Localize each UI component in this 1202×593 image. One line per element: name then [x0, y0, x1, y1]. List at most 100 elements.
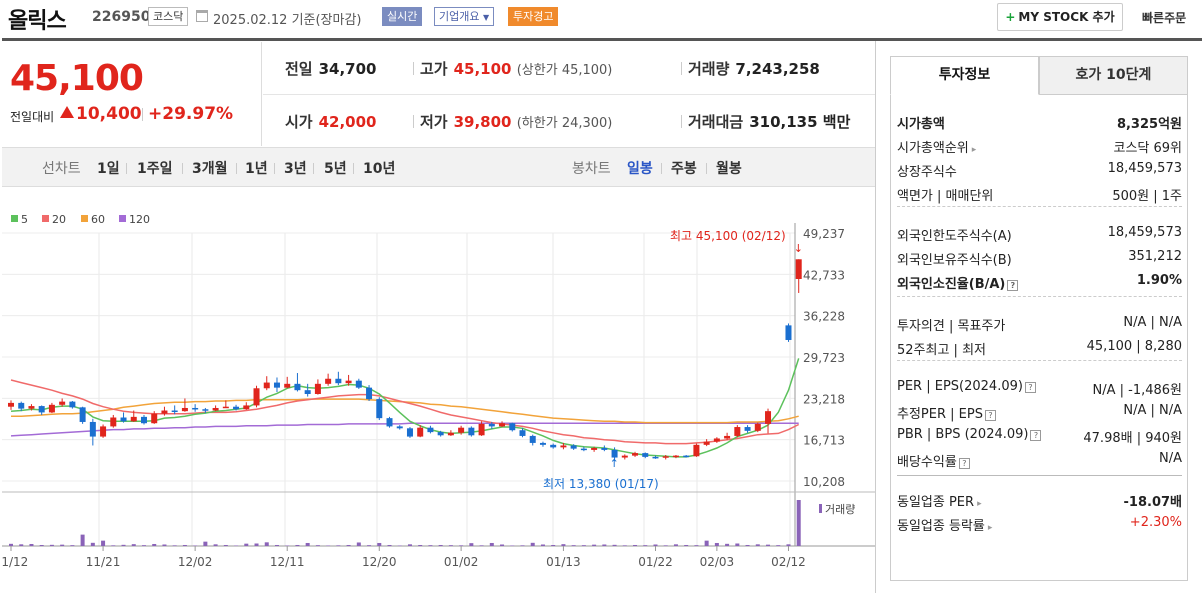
x-tick-label: 01/02	[444, 555, 479, 569]
legend-label: 5	[21, 213, 28, 226]
tab-monthly[interactable]: 월봉	[716, 161, 742, 177]
realtime-badge[interactable]: 실시간	[382, 7, 423, 26]
volume-bar	[755, 544, 760, 546]
tab-3m[interactable]: 3개월	[192, 161, 228, 177]
stat-value: 45,100	[453, 60, 512, 78]
volume-bar	[479, 545, 484, 546]
candle-body	[243, 405, 250, 410]
candle-body	[386, 418, 393, 427]
investment-warning-badge[interactable]: 투자경고	[508, 7, 559, 26]
upper-limit: (상한가 45,100)	[516, 63, 613, 78]
info-row: 추정PER | EPS? N/A | N/A	[897, 401, 1182, 423]
candle-body	[100, 426, 107, 437]
volume-bar	[520, 545, 525, 546]
volume-bar	[264, 542, 269, 546]
volume-bar	[776, 545, 781, 546]
volume-bar	[469, 543, 474, 546]
volume-bar	[172, 545, 177, 546]
volume-bar	[29, 543, 34, 546]
volume-bar	[9, 543, 13, 546]
volume-bar	[213, 544, 218, 546]
x-tick-label: 11/21	[86, 555, 121, 569]
volume-bar	[274, 544, 279, 546]
volume-bar	[489, 542, 494, 546]
volume-bar	[70, 545, 75, 546]
candle-body	[161, 410, 168, 414]
add-my-stock-button[interactable]: + MY STOCK 추가	[997, 3, 1123, 31]
quick-order-link[interactable]: 빠른주문	[1142, 11, 1187, 25]
info-value: N/A | N/A	[1123, 403, 1182, 418]
candle-body	[417, 427, 424, 437]
candle-body	[539, 442, 546, 445]
volume-bar	[663, 545, 668, 546]
info-row[interactable]: 시가총액순위 ▸ 코스닥 69위	[897, 135, 1182, 157]
volume-bar	[356, 542, 361, 546]
candle-body	[192, 407, 199, 410]
help-icon[interactable]: ?	[1007, 280, 1019, 291]
info-key: 시가총액순위 ▸	[897, 141, 977, 156]
candle-body	[724, 435, 731, 439]
tab-orderbook[interactable]: 호가 10단계	[1039, 56, 1188, 95]
x-tick-label: 02/03	[700, 555, 735, 569]
volume-bar	[540, 544, 545, 546]
info-row: 액면가 | 매매단위 500원 | 1주	[897, 183, 1182, 205]
volume-bar	[622, 545, 627, 546]
tab-divider	[126, 163, 127, 174]
tab-5y[interactable]: 5년	[324, 161, 347, 177]
help-icon[interactable]: ?	[984, 410, 996, 421]
candle-body	[233, 406, 240, 410]
x-tick-label: 02/12	[771, 555, 806, 569]
volume-bar	[510, 545, 515, 546]
company-overview-label: 기업개요	[439, 10, 480, 23]
volume-bar	[397, 545, 402, 546]
info-key: 액면가 | 매매단위	[897, 189, 994, 204]
tab-10y[interactable]: 10년	[363, 161, 396, 177]
volume-bar	[141, 545, 146, 546]
stat-label: 거래대금	[688, 113, 744, 131]
change-rate: +29.97%	[148, 104, 234, 124]
tab-divider	[274, 163, 275, 174]
volume-bar	[500, 544, 505, 546]
tab-1d[interactable]: 1일	[97, 161, 120, 177]
help-icon[interactable]: ?	[958, 458, 970, 469]
help-icon[interactable]: ?	[1030, 430, 1042, 441]
volume-bar	[633, 544, 638, 546]
info-row[interactable]: 동일업종 PER ▸ -18.07배	[897, 489, 1182, 511]
volume-bar	[234, 545, 239, 546]
stat-value: 42,000	[318, 113, 377, 131]
info-row: 외국인한도주식수(A) 18,459,573	[897, 223, 1182, 245]
info-row[interactable]: 동일업종 등락률 ▸ +2.30%	[897, 513, 1182, 535]
up-arrow-icon	[60, 106, 74, 118]
tab-3y[interactable]: 3년	[284, 161, 307, 177]
candle-body	[181, 407, 188, 412]
candle-body	[110, 417, 117, 427]
tab-investment-info[interactable]: 투자정보	[890, 56, 1039, 95]
volume-bar	[428, 545, 433, 546]
candle-body	[366, 387, 373, 400]
y-tick-label: 49,237	[803, 227, 845, 241]
volume-bar	[336, 545, 341, 546]
chevron-right-icon: ▸	[971, 145, 977, 155]
candle-body	[795, 259, 802, 279]
info-value: 351,212	[1128, 249, 1182, 264]
info-key: PER | EPS(2024.09)?	[897, 379, 1036, 394]
info-row: 52주최고 | 최저 45,100 | 8,280	[897, 337, 1182, 359]
volume-bar	[418, 544, 423, 546]
y-tick-label: 23,218	[803, 392, 845, 406]
company-overview-dropdown[interactable]: 기업개요 ▼	[434, 7, 495, 26]
tab-weekly[interactable]: 주봉	[671, 161, 697, 177]
candle-chart-label: 봉차트	[572, 161, 611, 177]
tab-1y[interactable]: 1년	[245, 161, 268, 177]
tab-divider	[313, 163, 314, 174]
legend-swatch	[42, 215, 49, 222]
stat-value: 310,135	[749, 113, 818, 131]
info-key: 동일업종 등락률 ▸	[897, 519, 993, 534]
volume-bar	[407, 544, 412, 546]
help-icon[interactable]: ?	[1024, 382, 1036, 393]
volume-bar	[346, 544, 351, 546]
volume-bar	[561, 544, 566, 546]
tab-daily[interactable]: 일봉	[627, 161, 653, 177]
tab-1w[interactable]: 1주일	[137, 161, 173, 177]
info-value: 1.90%	[1136, 273, 1182, 288]
volume-bar	[694, 545, 699, 546]
